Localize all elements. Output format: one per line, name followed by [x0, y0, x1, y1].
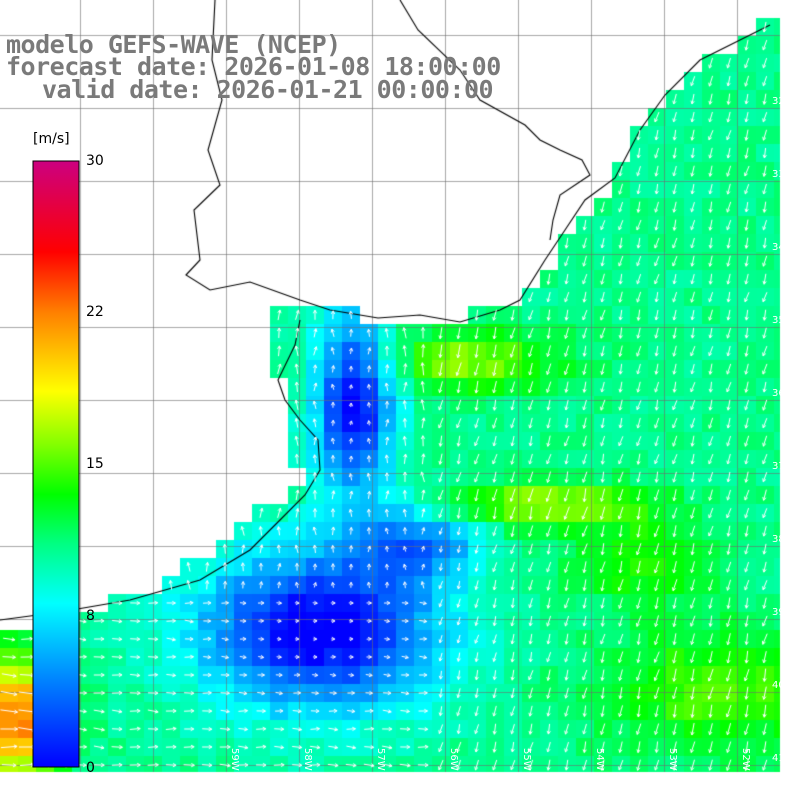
colorbar-tick-0: 0 — [86, 760, 95, 776]
colorbar-tick-15: 15 — [86, 456, 104, 472]
lat-label: 35S — [772, 315, 791, 326]
lat-label: 40S — [772, 680, 791, 691]
lon-label: 56W — [448, 748, 459, 771]
colorbar-gradient — [32, 160, 80, 768]
model-title: modelo GEFS-WAVE (NCEP) — [6, 30, 341, 59]
lat-label: 38S — [772, 534, 791, 545]
longitude-labels: 59W58W57W56W55W54W53W52W51W — [229, 748, 751, 771]
lat-label: 32S — [772, 96, 791, 107]
latitude-labels: 32S 33S 34S 35S 36S 37S 38S 39S 40S 41S — [772, 96, 791, 764]
lon-label: 55W — [521, 748, 532, 771]
lon-label: 52W — [740, 748, 751, 771]
colorbar-tick-30: 30 — [86, 153, 104, 169]
lat-label: 39S — [772, 607, 791, 618]
lat-label: 34S — [772, 242, 791, 253]
lat-label: 37S — [772, 461, 791, 472]
lat-label: 41S — [772, 753, 791, 764]
colorbar-unit: [m/s] — [33, 131, 70, 147]
lon-label: 58W — [302, 748, 313, 771]
lat-label: 36S — [772, 388, 791, 399]
lon-label: 57W — [375, 748, 386, 771]
lon-label: 54W — [594, 748, 605, 771]
valid-date: valid date: 2026-01-21 00:00:00 — [42, 75, 494, 104]
forecast-date: forecast date: 2026-01-08 18:00:00 — [6, 52, 501, 81]
lon-label: 53W — [667, 748, 678, 771]
colorbar-tick-8: 8 — [86, 608, 95, 624]
colorbar-tick-22: 22 — [86, 304, 104, 320]
lat-label: 33S — [772, 169, 791, 180]
lon-label: 59W — [229, 748, 240, 771]
